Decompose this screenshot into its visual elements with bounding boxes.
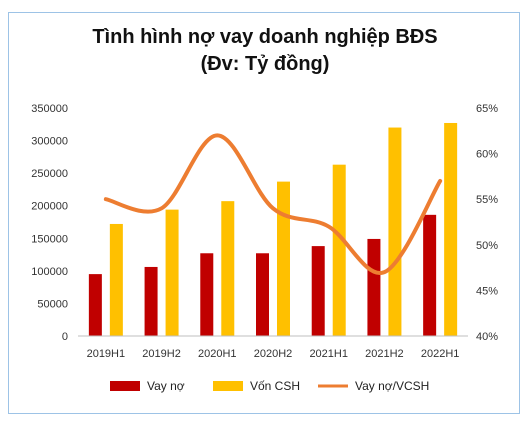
bar-vay-n--2022H1 [423, 214, 437, 336]
bar-v-n-csh-2019H2 [165, 209, 179, 336]
ratio-line-path [103, 133, 443, 275]
bar-v-n-csh-2019H1 [109, 223, 123, 336]
bar-vay-n--2019H2 [144, 266, 158, 336]
category-label: 2019H2 [142, 348, 181, 360]
bar-vay-n--2021H1 [311, 246, 325, 336]
bar-vay-n--2020H1 [200, 253, 214, 336]
right-axis-ticks: 40% 45% 50% 55% 60% 65% [476, 103, 498, 343]
chart-title-line-1: Tình hình nợ vay doanh nghiệp BĐS [92, 26, 438, 48]
bar-v-n-csh-2020H1 [221, 201, 235, 336]
category-label: 2019H1 [87, 348, 126, 360]
left-tick-label: 300000 [31, 136, 68, 148]
ratio-line [103, 133, 443, 275]
category-label: 2020H1 [198, 348, 237, 360]
category-label: 2021H1 [309, 348, 348, 360]
bar-v-n-csh-2020H2 [277, 181, 290, 336]
bar-v-n-csh-2022H1 [444, 122, 458, 337]
right-tick-label: 45% [476, 285, 498, 297]
bar-v-n-csh-2021H2 [388, 127, 402, 337]
left-axis-ticks: 0 50000 100000 150000 200000 250000 300000 3500… [31, 103, 68, 343]
chart-frame [8, 12, 520, 414]
left-tick-label: 150000 [31, 233, 68, 245]
legend-label: Vay nợ [147, 379, 185, 393]
right-tick-label: 55% [476, 194, 498, 206]
chart-title-line-2: (Đv: Tỷ đồng) [200, 53, 330, 75]
left-tick-label: 100000 [31, 266, 68, 278]
right-tick-label: 40% [476, 331, 498, 343]
left-tick-label: 250000 [31, 168, 68, 180]
category-label: 2021H2 [365, 348, 404, 360]
left-tick-label: 0 [62, 331, 68, 343]
right-tick-label: 50% [476, 240, 498, 252]
left-tick-label: 350000 [31, 103, 68, 115]
legend-swatch [213, 381, 243, 391]
left-tick-label: 200000 [31, 201, 68, 213]
legend-swatch [110, 381, 140, 391]
bar-v-n-csh-2021H1 [332, 164, 346, 336]
bars [88, 122, 458, 337]
legend: Vay nợ Vốn CSH Vay nợ/VCSH [110, 379, 429, 393]
right-tick-label: 65% [476, 103, 498, 115]
chart-title: Tình hình nợ vay doanh nghiệp BĐS (Đv: T… [0, 24, 530, 78]
bar-vay-n--2021H2 [367, 238, 381, 336]
bar-vay-n--2020H2 [256, 253, 269, 336]
bar-vay-n--2019H1 [88, 274, 102, 336]
right-tick-label: 60% [476, 149, 498, 161]
legend-label: Vốn CSH [250, 379, 300, 393]
category-label: 2022H1 [421, 348, 460, 360]
category-label: 2020H2 [254, 348, 293, 360]
category-labels: 2019H1 2019H2 2020H1 2020H2 2021H1 2021H2 2022… [87, 348, 460, 360]
legend-label: Vay nợ/VCSH [355, 379, 429, 393]
left-tick-label: 50000 [37, 298, 68, 310]
